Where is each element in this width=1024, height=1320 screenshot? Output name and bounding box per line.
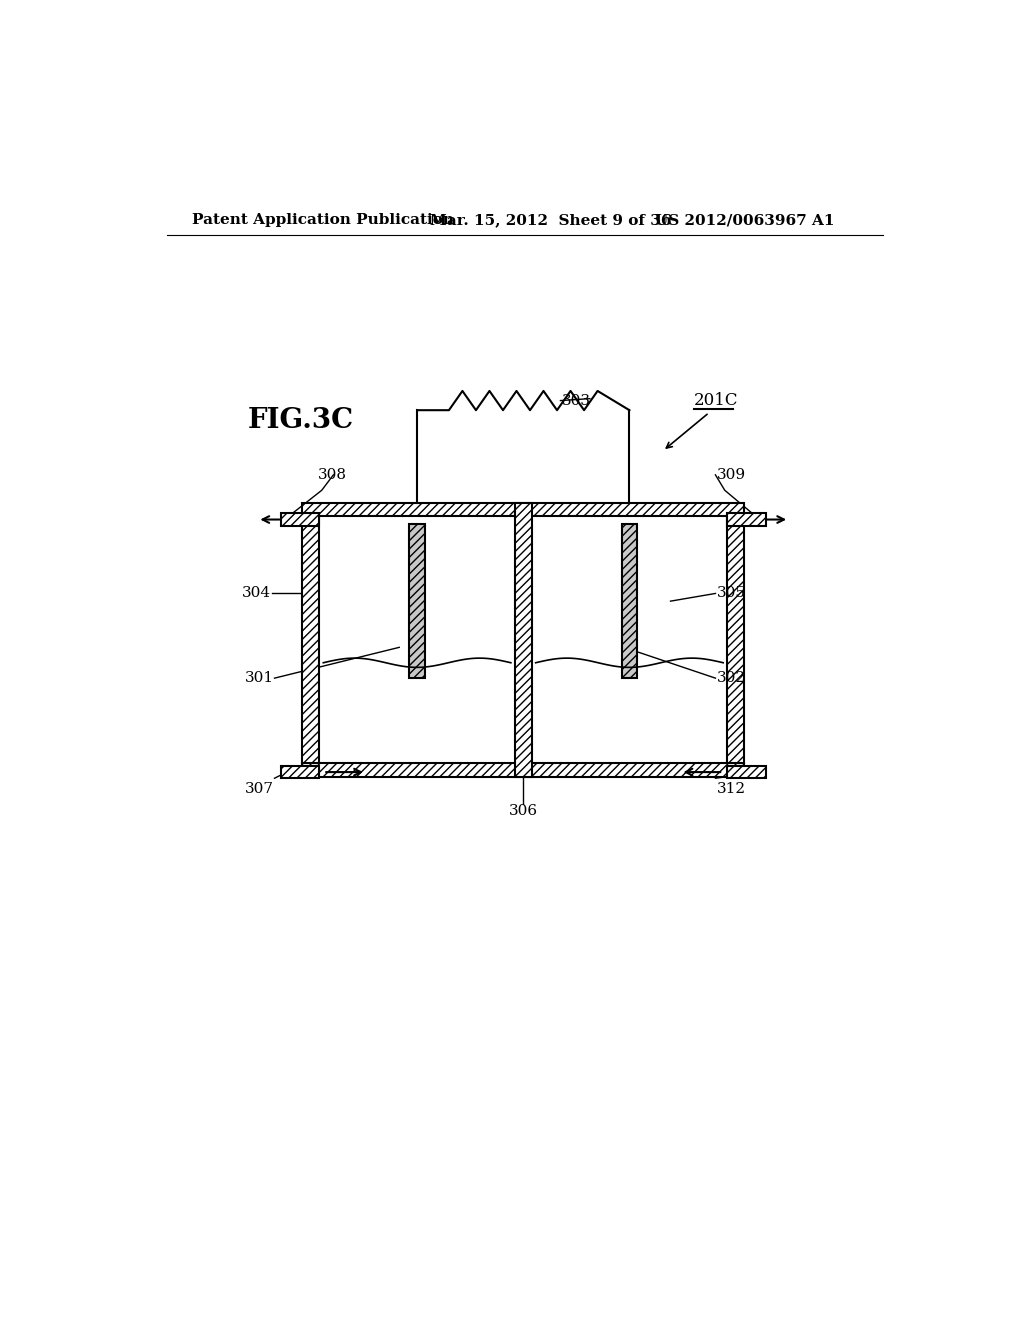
Bar — [302, 516, 319, 763]
Text: 303: 303 — [562, 393, 591, 408]
Text: 306: 306 — [509, 804, 538, 818]
Bar — [281, 766, 319, 779]
Text: Patent Application Publication: Patent Application Publication — [191, 213, 454, 227]
Bar — [727, 516, 744, 763]
Bar — [622, 524, 637, 678]
Text: 308: 308 — [317, 467, 347, 482]
Text: 307: 307 — [245, 781, 273, 796]
Bar — [515, 503, 531, 776]
Text: 201C: 201C — [693, 392, 738, 409]
Bar — [727, 766, 766, 779]
Text: 301: 301 — [245, 671, 273, 685]
Bar — [302, 503, 744, 516]
Text: 312: 312 — [717, 781, 746, 796]
Text: 305: 305 — [717, 586, 746, 601]
Text: 302: 302 — [717, 671, 746, 685]
Bar — [302, 763, 744, 776]
Text: FIG.3C: FIG.3C — [248, 407, 354, 434]
Bar — [281, 513, 319, 525]
Text: US 2012/0063967 A1: US 2012/0063967 A1 — [655, 213, 835, 227]
Bar — [727, 513, 766, 525]
Text: 309: 309 — [717, 467, 746, 482]
Bar — [410, 524, 425, 678]
Text: 304: 304 — [243, 586, 271, 601]
Text: Mar. 15, 2012  Sheet 9 of 36: Mar. 15, 2012 Sheet 9 of 36 — [430, 213, 672, 227]
